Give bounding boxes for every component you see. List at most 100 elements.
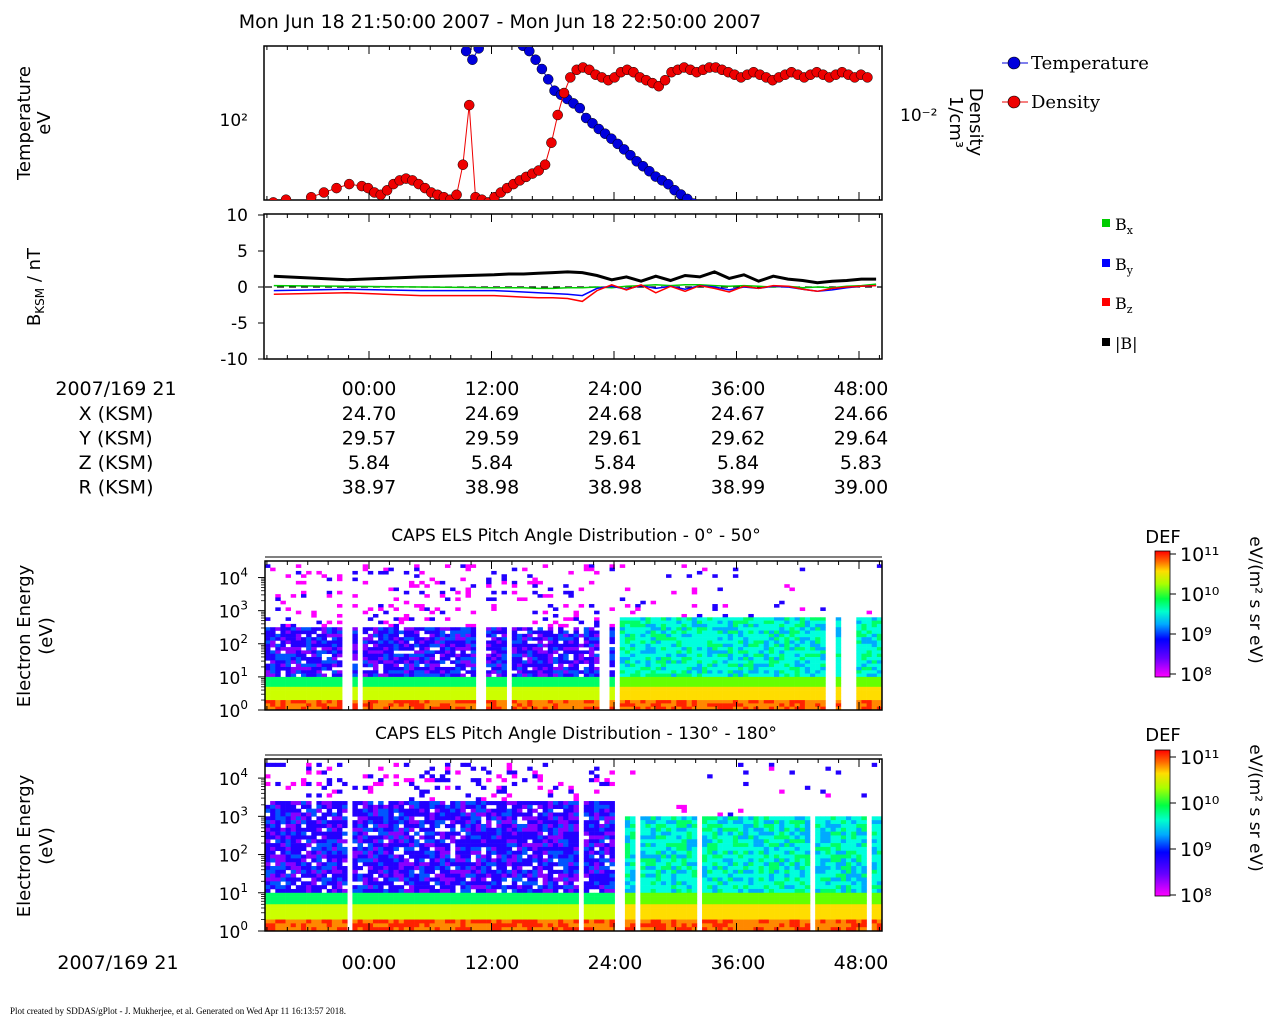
ephemeris-value: 38.97 bbox=[342, 477, 396, 499]
density-point bbox=[318, 187, 330, 198]
temperature-point bbox=[853, 229, 863, 239]
colorbar-top-gradient bbox=[1154, 550, 1171, 678]
bfield-ylabel-sub: KSM bbox=[33, 288, 47, 314]
bottom-axis-tick: 36:00 bbox=[711, 952, 766, 974]
ephemeris-time-tick: 00:00 bbox=[342, 378, 397, 400]
density-legend-item: Density bbox=[1002, 92, 1101, 113]
temperature-point bbox=[306, 0, 316, 2]
bottom-time-axis: 2007/169 21 00:00 12:00 24:00 36:00 48:00 bbox=[57, 952, 888, 974]
spectrogram1-ylabel: Electron Energy bbox=[14, 564, 35, 707]
temperature-point bbox=[847, 232, 857, 242]
energy-tick-label: 104 bbox=[219, 566, 248, 590]
temperature-point bbox=[764, 229, 774, 239]
bfield-series bbox=[273, 270, 877, 303]
spectrogram1-ticks: 100 101 102 103 104 bbox=[219, 561, 880, 722]
ephemeris-value: 24.68 bbox=[588, 403, 642, 425]
ephemeris-row-label: Y (KSM) bbox=[78, 428, 152, 450]
by-legend-label: By bbox=[1115, 255, 1134, 277]
temperature-point bbox=[281, 0, 291, 2]
colorbar-tick-label: 10¹¹ bbox=[1180, 747, 1219, 769]
ephemeris-value: 29.57 bbox=[342, 428, 396, 450]
density-point bbox=[463, 99, 475, 111]
ephemeris-value: 29.62 bbox=[711, 428, 765, 450]
density-point bbox=[457, 159, 469, 170]
density-point bbox=[268, 197, 278, 200]
density-point bbox=[539, 159, 551, 170]
colorbar-tick-label: 10¹¹ bbox=[1180, 544, 1219, 566]
density-point bbox=[659, 74, 671, 86]
bottom-axis-tick: 24:00 bbox=[588, 952, 643, 974]
temperature-point bbox=[809, 232, 819, 242]
temperature-point bbox=[720, 225, 730, 235]
temperature-point bbox=[866, 222, 876, 232]
temperature-point bbox=[733, 235, 743, 245]
temperature-point bbox=[758, 232, 768, 242]
energy-tick-label: 103 bbox=[219, 599, 248, 623]
spectrogram1-title: CAPS ELS Pitch Angle Distribution - 0° -… bbox=[391, 526, 760, 546]
bz-legend-marker bbox=[1102, 298, 1110, 306]
energy-tick-label: 102 bbox=[219, 843, 248, 867]
colorbar-top-units: eV/(m² s sr eV) bbox=[1245, 536, 1265, 663]
bfield-panel-ticks bbox=[266, 214, 880, 359]
bz-line bbox=[273, 283, 877, 303]
bz-legend-label: Bz bbox=[1115, 294, 1133, 316]
temperature-point bbox=[815, 235, 825, 245]
density-point bbox=[343, 178, 355, 190]
temperature-ylabel: Temperature bbox=[14, 66, 35, 181]
ephemeris-time-tick: 12:00 bbox=[465, 378, 520, 400]
colorbar-bottom: DEF eV/(m² s sr eV) 10¹¹ 10¹⁰ 10⁹ 10⁸ bbox=[1145, 725, 1265, 907]
btot-legend-label: |B| bbox=[1115, 334, 1138, 353]
temperature-legend-label: Temperature bbox=[1031, 53, 1149, 74]
temperature-legend-item: Temperature bbox=[1002, 53, 1149, 74]
temperature-point bbox=[828, 235, 838, 245]
temperature-point bbox=[714, 220, 724, 230]
ephemeris-value: 24.67 bbox=[711, 403, 765, 425]
density-point bbox=[305, 191, 317, 200]
spectrogram2-ylabel-unit: (eV) bbox=[36, 827, 57, 864]
colorbar-tick-label: 10¹⁰ bbox=[1180, 584, 1219, 606]
footer-credit: Plot created by SDDAS/gPlot - J. Mukherj… bbox=[10, 1006, 346, 1016]
density-point bbox=[558, 87, 570, 99]
bfield-ytick-label: 5 bbox=[237, 242, 248, 262]
temperature-point bbox=[802, 229, 812, 239]
temperature-ylabel-unit: eV bbox=[34, 111, 55, 135]
bfield-legend: Bx By Bz |B| bbox=[1102, 215, 1138, 353]
colorbar-tick-label: 10⁸ bbox=[1180, 664, 1212, 686]
colorbar-tick-label: 10¹⁰ bbox=[1180, 793, 1219, 815]
density-ylabel: Density bbox=[965, 88, 986, 157]
ephemeris-value: 38.99 bbox=[711, 477, 765, 499]
colorbar-top: DEF eV/(m² s sr eV) 10¹¹ 10¹⁰ 10⁹ 10⁸ bbox=[1145, 527, 1265, 686]
ephemeris-value: 29.59 bbox=[465, 428, 519, 450]
density-tick-label: 10⁻² bbox=[900, 106, 937, 126]
temperature-point bbox=[467, 54, 478, 65]
bottom-axis-tick: 48:00 bbox=[834, 952, 889, 974]
temperature-point bbox=[423, 0, 433, 9]
ephemeris-time-tick: 24:00 bbox=[588, 378, 643, 400]
spectrogram1-heatmap bbox=[265, 564, 883, 711]
ephemeris-value: 29.64 bbox=[834, 428, 888, 450]
bfield-ytick-label: -5 bbox=[231, 314, 248, 334]
temperature-point bbox=[695, 203, 705, 213]
bfield-ytick-label: 0 bbox=[237, 278, 248, 298]
ephemeris-value: 24.69 bbox=[465, 403, 519, 425]
ephemeris-time-tick: 36:00 bbox=[711, 378, 766, 400]
temperature-tick-label: 10² bbox=[220, 111, 248, 131]
bfield-ylabel-b: B bbox=[24, 314, 45, 326]
btot-legend-marker bbox=[1102, 338, 1110, 346]
temperature-point bbox=[771, 232, 781, 242]
density-point bbox=[297, 199, 300, 200]
temperature-point bbox=[536, 63, 548, 75]
temperature-point bbox=[790, 235, 800, 245]
temperature-point bbox=[796, 232, 806, 242]
bx-legend-marker bbox=[1102, 219, 1110, 227]
ephemeris-time-tick: 48:00 bbox=[834, 378, 889, 400]
density-point bbox=[565, 72, 576, 83]
temperature-line bbox=[463, 47, 690, 200]
temperature-point bbox=[840, 229, 850, 239]
bfield-ytick-labels: 10 5 0 -5 -10 bbox=[220, 206, 264, 370]
ephemeris-value: 24.70 bbox=[342, 403, 396, 425]
density-ylabel-unit: 1/cm³ bbox=[945, 96, 966, 148]
ephemeris-value: 24.66 bbox=[834, 403, 888, 425]
colorbar-bottom-units: eV/(m² s sr eV) bbox=[1245, 744, 1265, 871]
